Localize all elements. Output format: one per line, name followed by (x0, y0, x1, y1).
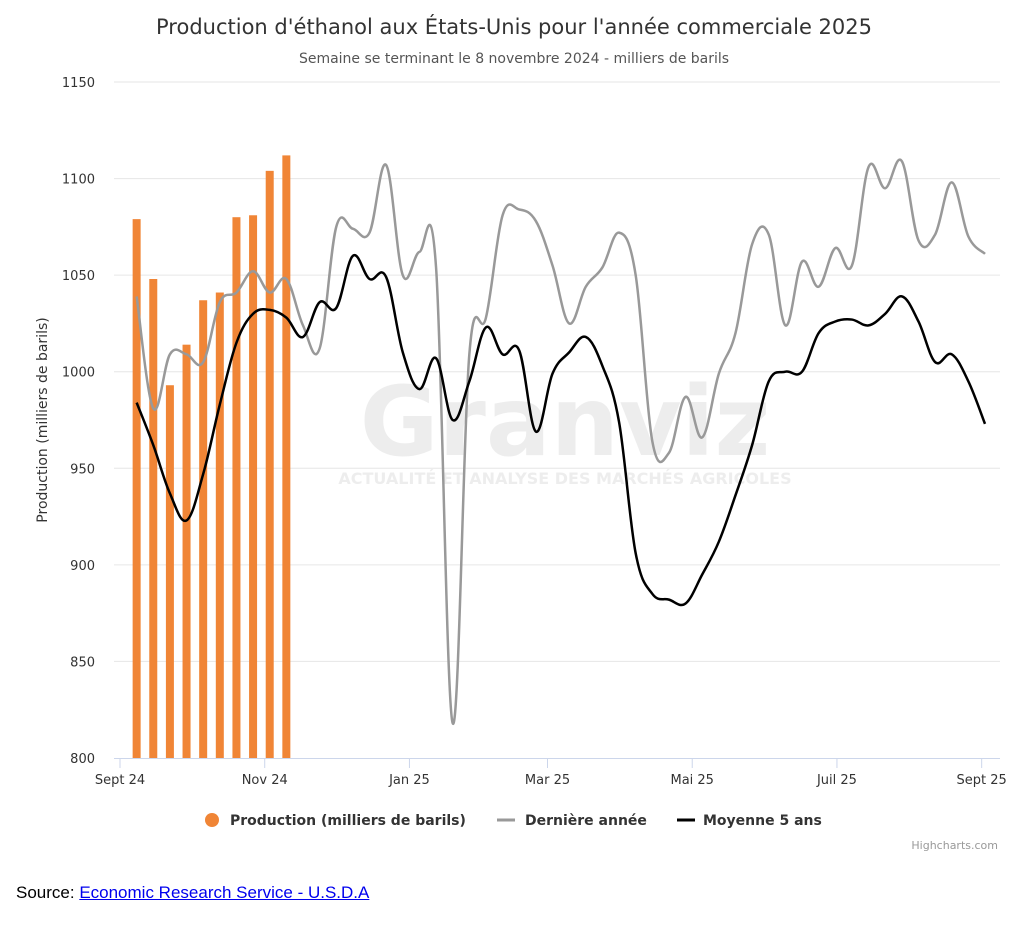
legend-item-last-year[interactable]: Dernière année (497, 813, 647, 829)
y-gridlines (114, 81, 1000, 662)
x-tick-label: Juil 25 (816, 773, 857, 788)
last-year-line[interactable] (135, 158, 986, 725)
source-link[interactable]: Economic Research Service - U.S.D.A (79, 883, 370, 902)
credits-link[interactable]: Highcharts.com (911, 839, 998, 852)
production-bar[interactable] (182, 344, 191, 758)
line-series (135, 158, 987, 725)
production-bar[interactable] (282, 155, 291, 758)
y-axis-label: Production (milliers de barils) (35, 317, 51, 522)
chart-container: Production d'éthanol aux États-Unis pour… (35, 14, 1007, 852)
legend-label-production: Production (milliers de barils) (230, 813, 466, 829)
y-tick-label: 850 (70, 655, 95, 670)
production-bar[interactable] (232, 217, 241, 758)
x-tick-label: Mar 25 (525, 773, 570, 788)
production-bar[interactable] (199, 300, 208, 758)
watermark-brand: Granviz (360, 366, 771, 478)
y-tick-label: 800 (70, 752, 95, 767)
y-tick-label: 1150 (62, 76, 95, 91)
legend: Production (milliers de barils) Dernière… (205, 813, 822, 829)
source-line: Source: Economic Research Service - U.S.… (16, 883, 369, 903)
legend-label-last-year: Dernière année (525, 813, 647, 829)
production-bar[interactable] (132, 219, 141, 759)
y-axis-ticks: 800 850 900 950 1000 1050 1100 1150 (62, 76, 95, 767)
x-tick-label: Jan 25 (388, 773, 430, 788)
chart-title: Production d'éthanol aux États-Unis pour… (156, 14, 872, 39)
legend-item-avg5[interactable]: Moyenne 5 ans (677, 813, 822, 829)
production-bar[interactable] (149, 279, 158, 758)
x-tick-label: Mai 25 (670, 773, 713, 788)
watermark-tagline: ACTUALITÉ ET ANALYSE DES MARCHÉS AGRICOL… (338, 469, 791, 488)
avg5-line[interactable] (135, 253, 987, 607)
x-tick-label: Sept 24 (95, 773, 145, 788)
production-bars (132, 155, 291, 759)
ethanol-production-chart: Production d'éthanol aux États-Unis pour… (35, 14, 1007, 852)
y-tick-label: 950 (70, 462, 95, 477)
y-tick-label: 1100 (62, 173, 95, 188)
production-bar[interactable] (165, 385, 174, 758)
watermark: Granviz ACTUALITÉ ET ANALYSE DES MARCHÉS… (338, 366, 791, 488)
x-tick-label: Sept 25 (957, 773, 1007, 788)
production-bar[interactable] (265, 170, 274, 759)
legend-symbol-production (205, 813, 219, 827)
source-prefix: Source: (16, 883, 80, 902)
x-axis-ticks: Sept 24 Nov 24 Jan 25 Mar 25 Mai 25 Juil 25 Se… (95, 758, 1007, 788)
legend-label-avg5: Moyenne 5 ans (703, 813, 822, 829)
y-tick-label: 900 (70, 559, 95, 574)
legend-item-production[interactable]: Production (milliers de barils) (205, 813, 466, 829)
chart-subtitle: Semaine se terminant le 8 novembre 2024 … (299, 51, 729, 67)
production-bar[interactable] (249, 215, 258, 759)
y-tick-label: 1050 (62, 269, 95, 284)
y-tick-label: 1000 (62, 366, 95, 381)
x-tick-label: Nov 24 (242, 773, 288, 788)
production-bar[interactable] (215, 292, 224, 758)
